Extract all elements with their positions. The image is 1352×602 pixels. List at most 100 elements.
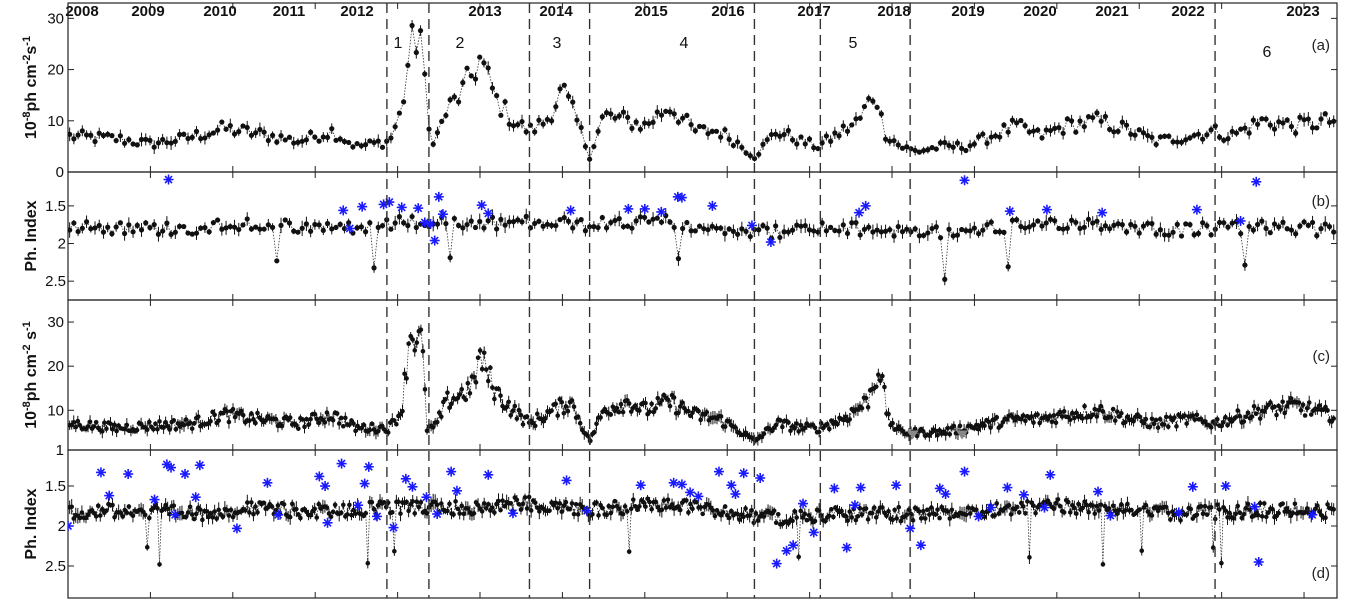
data-point [514, 416, 520, 421]
data-point [654, 109, 660, 115]
data-point [892, 507, 897, 513]
data-point [112, 422, 117, 428]
data-point [1191, 232, 1197, 238]
data-point [109, 231, 115, 237]
data-point [575, 512, 581, 517]
data-point [1030, 128, 1037, 134]
data-point [371, 139, 377, 146]
data-point [587, 224, 593, 230]
data-point [537, 509, 542, 514]
data-point [1119, 411, 1124, 416]
data-point [1064, 225, 1070, 231]
data-point [1238, 126, 1244, 132]
data-point [420, 348, 426, 354]
data-point [839, 508, 844, 514]
data-point [371, 265, 377, 271]
data-point [394, 421, 399, 427]
data-point [1082, 403, 1087, 409]
data-point [337, 136, 343, 142]
soft-spectrum-marker [104, 490, 115, 501]
data-point [303, 137, 309, 143]
data-point [1280, 501, 1285, 506]
data-point [1026, 224, 1032, 230]
data-point [595, 128, 601, 135]
data-point [97, 513, 103, 518]
data-point [1331, 507, 1337, 512]
data-point [1233, 130, 1240, 136]
data-point [1200, 220, 1206, 226]
soft-spectrum-marker [707, 200, 718, 211]
data-point [354, 225, 360, 231]
soft-spectrum-marker [1253, 557, 1264, 567]
data-point [488, 365, 493, 371]
data-point [853, 116, 859, 122]
data-point [1266, 510, 1271, 515]
data-point [823, 228, 829, 234]
data-point [743, 506, 748, 511]
data-point [434, 419, 440, 425]
data-point [468, 73, 474, 79]
data-point [786, 420, 791, 425]
data-point [600, 505, 605, 511]
data-point [590, 511, 595, 517]
data-point [1102, 503, 1108, 509]
period-labels: 1 2 3 4 5 6 [394, 35, 1272, 61]
data-point [994, 415, 1000, 420]
data-point [1074, 410, 1079, 416]
data-point [208, 510, 213, 516]
data-point [967, 143, 973, 149]
data-point [599, 214, 605, 221]
data-point [1187, 221, 1193, 228]
data-point [130, 229, 136, 235]
data-point [479, 509, 485, 514]
data-point [785, 127, 791, 134]
data-point [300, 417, 305, 422]
data-point [1288, 395, 1294, 401]
data-point [1202, 418, 1208, 424]
data-point [1084, 502, 1089, 508]
data-point [418, 499, 424, 505]
data-point [172, 229, 178, 235]
data-point [251, 511, 256, 517]
data-point [984, 222, 990, 228]
data-point [326, 511, 332, 516]
data-point [460, 80, 466, 86]
data-point [569, 501, 575, 506]
data-point [147, 225, 153, 231]
data-point [1157, 227, 1163, 233]
data-point [412, 511, 418, 516]
data-point [963, 147, 969, 154]
data-point [975, 231, 982, 237]
data-point [616, 409, 622, 415]
data-point [286, 220, 293, 226]
data-point [737, 517, 742, 522]
data-point [349, 512, 354, 518]
data-point [794, 421, 799, 426]
data-point [447, 255, 453, 261]
data-point [997, 229, 1003, 235]
soft-spectrum-marker [676, 479, 687, 490]
soft-spectrum-marker [1220, 481, 1231, 491]
data-point [247, 418, 252, 424]
data-point [308, 512, 313, 518]
data-point [526, 494, 532, 500]
data-point [381, 500, 387, 505]
data-point [223, 225, 229, 231]
data-point [853, 219, 859, 226]
data-point [608, 111, 614, 117]
data-point [866, 95, 872, 102]
data-point [338, 415, 344, 421]
data-point [899, 145, 906, 151]
data-point [1178, 233, 1185, 239]
data-point [1297, 114, 1303, 120]
data-point [532, 220, 538, 227]
data-point [1047, 127, 1054, 134]
data-point [1149, 134, 1155, 140]
data-points [68, 20, 1337, 164]
soft-spectrum-marker [336, 458, 347, 469]
data-point [408, 333, 413, 339]
data-point [110, 502, 115, 508]
data-point [659, 398, 665, 403]
data-point [777, 133, 783, 139]
